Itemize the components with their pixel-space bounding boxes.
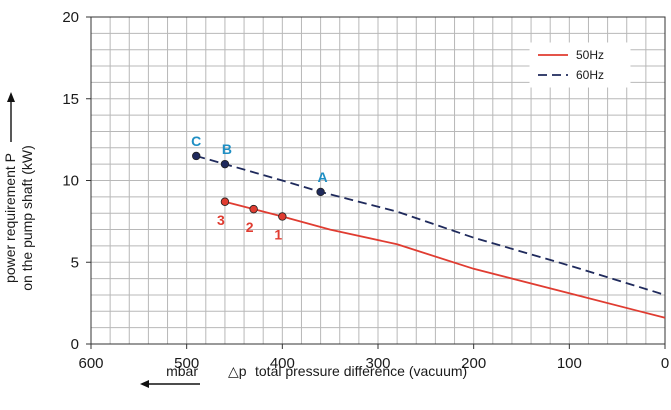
- legend: 50Hz 60Hz: [529, 42, 631, 88]
- y-tick-label: 10: [62, 173, 79, 190]
- point-label-2: 2: [246, 219, 254, 235]
- point-label-a: A: [318, 169, 328, 185]
- x-axis-label: total pressure difference (vacuum): [255, 363, 467, 379]
- x-axis-unit: mbar: [166, 363, 198, 379]
- point-label-1: 1: [274, 226, 282, 242]
- point-label-b: B: [222, 141, 232, 157]
- x-tick-label: 300: [365, 355, 390, 372]
- x-tick-label: 400: [270, 355, 295, 372]
- y-tick-label: 0: [71, 336, 79, 353]
- data-points: 1 2 3 A B C: [191, 133, 327, 242]
- x-tick-label: 600: [78, 355, 103, 372]
- y-axis-arrow-head: [7, 92, 15, 102]
- y-tick-label: 5: [71, 254, 79, 271]
- series-line-50hz: [224, 200, 666, 319]
- x-axis-symbol: △p: [228, 363, 247, 379]
- data-point-a: [316, 187, 325, 197]
- y-axis-label-line2: on the pump shaft (kW): [19, 145, 35, 291]
- data-point-3: [220, 197, 230, 206]
- series: [195, 155, 666, 319]
- axes: 600 500 400 300 200 100 0 0 5 10 15 20: [62, 9, 669, 372]
- y-axis-label-line1: power requirement P: [2, 153, 18, 283]
- data-point-2: [249, 204, 258, 214]
- series-line-60hz: [195, 155, 666, 296]
- data-point-1: [278, 212, 287, 221]
- legend-box: [529, 42, 631, 88]
- legend-label-50hz: 50Hz: [576, 48, 604, 62]
- x-tick-label: 0: [661, 355, 669, 372]
- data-point-b: [220, 159, 230, 169]
- x-tick-label: 100: [557, 355, 582, 372]
- legend-label-60hz: 60Hz: [576, 68, 604, 82]
- x-tick-label: 500: [174, 355, 199, 372]
- point-label-3: 3: [217, 212, 225, 228]
- x-tick-label: 200: [461, 355, 486, 372]
- y-tick-label: 15: [62, 91, 79, 108]
- y-tick-label: 20: [62, 9, 79, 26]
- point-label-c: C: [191, 133, 201, 149]
- data-point-c: [192, 151, 201, 161]
- x-axis-arrow-head: [140, 380, 149, 388]
- axis-labels: mbar △p total pressure difference (vacuum)…: [2, 92, 467, 388]
